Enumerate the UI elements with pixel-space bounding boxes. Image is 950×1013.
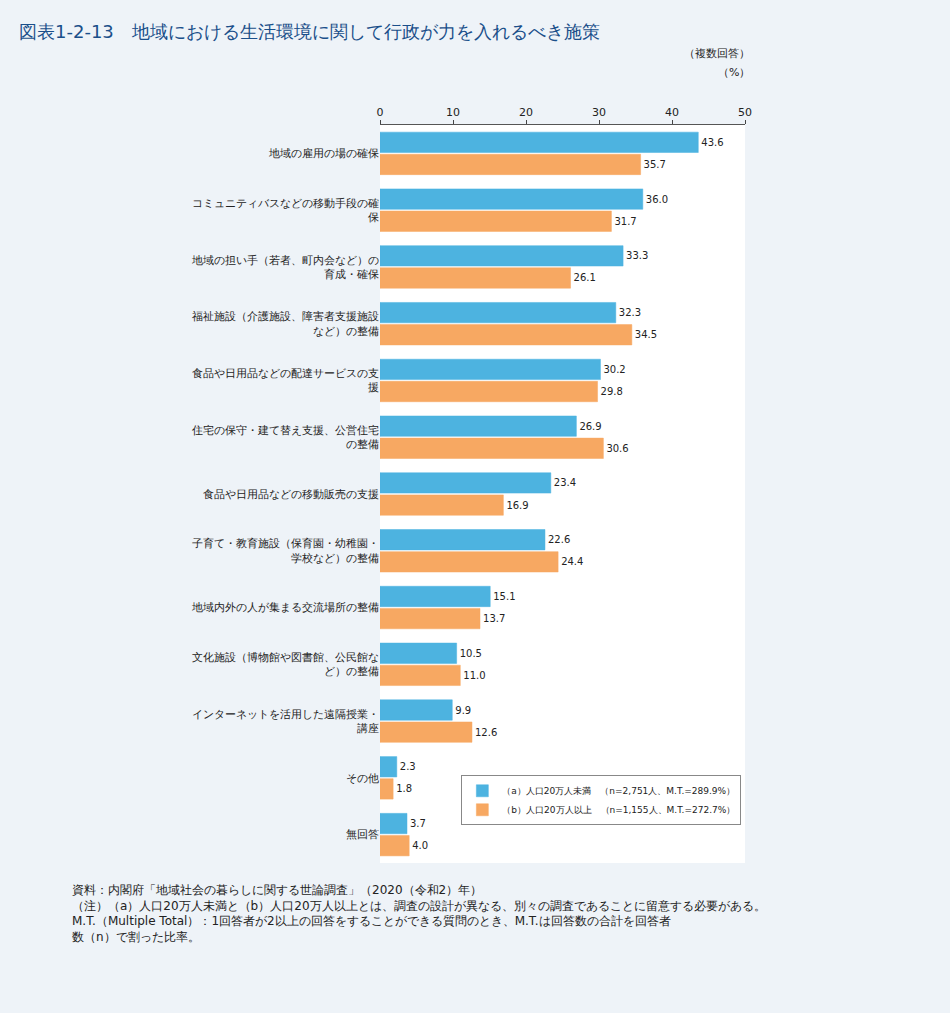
- svg-text:福祉施設（介護施設、障害者支援施設など）の整備: 福祉施設（介護施設、障害者支援施設など）の整備: [192, 310, 379, 337]
- svg-text:23.4: 23.4: [554, 477, 576, 488]
- svg-text:26.9: 26.9: [579, 421, 601, 432]
- svg-text:図表1-2-13 地域における生活環境に関して行政が力を入れ: 図表1-2-13 地域における生活環境に関して行政が力を入れるべき施策: [19, 21, 600, 42]
- svg-text:26.1: 26.1: [574, 272, 596, 283]
- svg-text:食品や日用品などの配達サービスの支援: 食品や日用品などの配達サービスの支援: [192, 367, 379, 394]
- svg-text:32.3: 32.3: [619, 307, 641, 318]
- svg-text:無回答: 無回答: [346, 828, 379, 841]
- svg-text:地域の担い手（若者、町内会など）の育成・確保: 地域の担い手（若者、町内会など）の育成・確保: [191, 254, 379, 281]
- svg-text:（%）: （%）: [718, 66, 750, 79]
- svg-text:35.7: 35.7: [644, 159, 666, 170]
- svg-text:11.0: 11.0: [463, 670, 485, 681]
- svg-text:50: 50: [738, 106, 752, 119]
- svg-text:その他: その他: [346, 772, 379, 785]
- svg-text:20: 20: [519, 106, 533, 119]
- svg-text:40: 40: [665, 106, 679, 119]
- svg-text:9.9: 9.9: [455, 705, 471, 716]
- svg-text:30.6: 30.6: [606, 443, 628, 454]
- svg-text:4.0: 4.0: [412, 840, 428, 851]
- svg-text:30.2: 30.2: [603, 364, 625, 375]
- svg-text:コミュニティバスなどの移動手段の確保: コミュニティバスなどの移動手段の確保: [192, 197, 379, 224]
- svg-text:22.6: 22.6: [548, 534, 570, 545]
- svg-text:食品や日用品などの移動販売の支援: 食品や日用品などの移動販売の支援: [203, 488, 379, 501]
- svg-text:地域内外の人が集まる交流場所の整備: 地域内外の人が集まる交流場所の整備: [191, 601, 379, 614]
- svg-text:文化施設（博物館や図書館、公民館など）の整備: 文化施設（博物館や図書館、公民館など）の整備: [192, 651, 379, 678]
- svg-text:29.8: 29.8: [601, 386, 623, 397]
- svg-text:43.6: 43.6: [701, 137, 723, 148]
- svg-text:（b）人口20万人以上 （n=1,155人、M.T.=272: （b）人口20万人以上 （n=1,155人、M.T.=272.7%）: [502, 805, 735, 815]
- svg-text:地域の雇用の場の確保: 地域の雇用の場の確保: [268, 147, 379, 160]
- svg-text:15.1: 15.1: [493, 591, 515, 602]
- svg-text:資料：内閣府「地域社会の暮らしに関する世論調査」（2020（: 資料：内閣府「地域社会の暮らしに関する世論調査」（2020（令和2）年）（注）（…: [72, 883, 766, 944]
- svg-text:インターネットを活用した遠隔授業・講座: インターネットを活用した遠隔授業・講座: [192, 708, 379, 735]
- svg-text:36.0: 36.0: [646, 194, 668, 205]
- svg-text:子育て・教育施設（保育園・幼稚園・学校など）の整備: 子育て・教育施設（保育園・幼稚園・学校など）の整備: [192, 537, 379, 564]
- svg-text:（複数回答）: （複数回答）: [684, 47, 750, 60]
- svg-text:（a）人口20万人未満 （n=2,751人、M.T.=289: （a）人口20万人未満 （n=2,751人、M.T.=289.9%）: [502, 786, 735, 796]
- svg-text:12.6: 12.6: [475, 727, 497, 738]
- svg-text:10.5: 10.5: [460, 648, 482, 659]
- svg-text:30: 30: [592, 106, 606, 119]
- svg-text:0: 0: [377, 106, 384, 119]
- svg-text:16.9: 16.9: [506, 500, 528, 511]
- svg-text:31.7: 31.7: [614, 216, 636, 227]
- svg-text:住宅の保守・建て替え支援、公営住宅の整備: 住宅の保守・建て替え支援、公営住宅の整備: [192, 424, 379, 451]
- svg-text:24.4: 24.4: [561, 556, 583, 567]
- svg-text:10: 10: [446, 106, 460, 119]
- svg-text:2.3: 2.3: [400, 761, 416, 772]
- svg-text:3.7: 3.7: [410, 818, 426, 829]
- svg-text:13.7: 13.7: [483, 613, 505, 624]
- svg-text:34.5: 34.5: [635, 329, 657, 340]
- svg-text:33.3: 33.3: [626, 250, 648, 261]
- svg-text:1.8: 1.8: [396, 783, 412, 794]
